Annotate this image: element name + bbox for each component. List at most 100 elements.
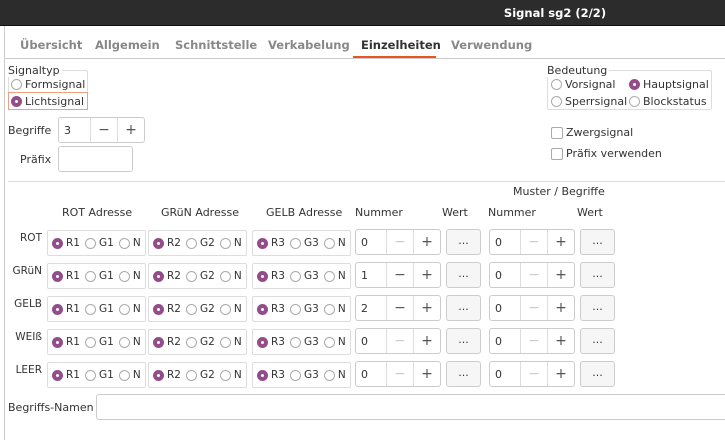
radio-gruen-option[interactable]: N [219, 336, 242, 348]
spin-value[interactable]: 0 [495, 302, 502, 315]
nummer2-spinbox[interactable]: 0 − + [489, 262, 575, 288]
minus-button[interactable]: − [386, 329, 413, 353]
plus-button[interactable]: + [547, 362, 574, 386]
radio-hauptsignal[interactable]: Hauptsignal [629, 78, 709, 91]
radio-gelb-option[interactable]: R3 [257, 270, 285, 282]
checkbox-praefix-verwenden[interactable]: Präfix verwenden [551, 147, 662, 160]
plus-button[interactable]: + [547, 263, 574, 287]
minus-button[interactable]: − [520, 329, 547, 353]
tab-schnittstelle[interactable]: Schnittstelle [175, 38, 258, 52]
nummer1-spinbox[interactable]: 0 − + [355, 361, 441, 387]
radio-gelb-option[interactable]: G3 [289, 336, 319, 348]
spin-value[interactable]: 3 [64, 124, 71, 137]
radio-gruen-option[interactable]: G2 [185, 237, 215, 249]
plus-button[interactable]: + [547, 329, 574, 353]
nummer2-spinbox[interactable]: 0 − + [489, 328, 575, 354]
radio-gelb-option[interactable]: R3 [257, 336, 285, 348]
nummer1-spinbox[interactable]: 2 − + [355, 295, 441, 321]
radio-rot-option[interactable]: R1 [52, 369, 80, 381]
radio-rot-option[interactable]: N [118, 303, 141, 315]
radio-rot-option[interactable]: G1 [84, 237, 114, 249]
plus-button[interactable]: + [413, 362, 440, 386]
minus-button[interactable]: − [386, 263, 413, 287]
radio-rot-option[interactable]: R1 [52, 303, 80, 315]
tab-uebersicht[interactable]: Übersicht [20, 38, 83, 52]
radio-rot-option[interactable]: N [118, 237, 141, 249]
radio-rot-option[interactable]: N [118, 336, 141, 348]
radio-gelb-option[interactable]: R3 [257, 369, 285, 381]
begriffs-namen-input[interactable] [96, 394, 725, 420]
spin-value[interactable]: 0 [361, 335, 368, 348]
wert-button[interactable]: ... [446, 328, 481, 354]
radio-rot-option[interactable]: N [118, 270, 141, 282]
plus-button[interactable]: + [547, 296, 574, 320]
minus-button[interactable]: − [520, 263, 547, 287]
wert-button[interactable]: ... [446, 262, 481, 288]
nummer2-spinbox[interactable]: 0 − + [489, 229, 575, 255]
tab-allgemein[interactable]: Allgemein [95, 38, 160, 52]
wert-button[interactable]: ... [580, 262, 615, 288]
nummer2-spinbox[interactable]: 0 − + [489, 295, 575, 321]
radio-gruen-option[interactable]: N [219, 369, 242, 381]
radio-gelb-option[interactable]: N [323, 336, 346, 348]
radio-gelb-option[interactable]: N [323, 369, 346, 381]
tab-einzelheiten[interactable]: Einzelheiten [361, 38, 441, 52]
radio-rot-option[interactable]: N [118, 369, 141, 381]
radio-lichtsignal[interactable]: Lichtsignal [11, 95, 84, 108]
radio-gelb-option[interactable]: R3 [257, 303, 285, 315]
spin-value[interactable]: 0 [495, 368, 502, 381]
nummer1-spinbox[interactable]: 1 − + [355, 262, 441, 288]
radio-rot-option[interactable]: G1 [84, 369, 114, 381]
radio-rot-option[interactable]: R1 [52, 237, 80, 249]
radio-gruen-option[interactable]: R2 [153, 237, 181, 249]
wert-button[interactable]: ... [446, 229, 481, 255]
minus-button[interactable]: − [386, 230, 413, 254]
radio-gruen-option[interactable]: G2 [185, 369, 215, 381]
minus-button[interactable]: − [386, 296, 413, 320]
spin-value[interactable]: 2 [361, 302, 368, 315]
radio-gruen-option[interactable]: R2 [153, 270, 181, 282]
radio-gruen-option[interactable]: N [219, 303, 242, 315]
nummer1-spinbox[interactable]: 0 − + [355, 328, 441, 354]
radio-gelb-option[interactable]: G3 [289, 303, 319, 315]
radio-gelb-option[interactable]: G3 [289, 369, 319, 381]
radio-gruen-option[interactable]: R2 [153, 336, 181, 348]
radio-vorsignal[interactable]: Vorsignal [551, 78, 615, 91]
spin-value[interactable]: 0 [361, 236, 368, 249]
radio-gruen-option[interactable]: R2 [153, 369, 181, 381]
radio-gelb-option[interactable]: G3 [289, 237, 319, 249]
radio-gelb-option[interactable]: R3 [257, 237, 285, 249]
begriffe-spinbox[interactable]: 3 − + [58, 117, 145, 143]
wert-button[interactable]: ... [446, 361, 481, 387]
spin-value[interactable]: 0 [361, 368, 368, 381]
spin-value[interactable]: 1 [361, 269, 368, 282]
radio-gruen-option[interactable]: N [219, 237, 242, 249]
radio-gruen-option[interactable]: G2 [185, 336, 215, 348]
spin-value[interactable]: 0 [495, 335, 502, 348]
spin-value[interactable]: 0 [495, 236, 502, 249]
plus-button[interactable]: + [547, 230, 574, 254]
plus-button[interactable]: + [413, 263, 440, 287]
radio-gruen-option[interactable]: G2 [185, 303, 215, 315]
radio-sperrsignal[interactable]: Sperrsignal [551, 95, 627, 108]
praefix-input[interactable] [58, 146, 133, 172]
radio-gelb-option[interactable]: G3 [289, 270, 319, 282]
plus-button[interactable]: + [413, 230, 440, 254]
spin-value[interactable]: 0 [495, 269, 502, 282]
plus-button[interactable]: + [117, 118, 144, 142]
radio-rot-option[interactable]: R1 [52, 336, 80, 348]
radio-gruen-option[interactable]: N [219, 270, 242, 282]
radio-rot-option[interactable]: R1 [52, 270, 80, 282]
radio-formsignal[interactable]: Formsignal [11, 78, 85, 91]
minus-button[interactable]: − [520, 296, 547, 320]
wert-button[interactable]: ... [580, 361, 615, 387]
minus-button[interactable]: − [520, 230, 547, 254]
plus-button[interactable]: + [413, 329, 440, 353]
minus-button[interactable]: − [90, 118, 117, 142]
nummer1-spinbox[interactable]: 0 − + [355, 229, 441, 255]
radio-gruen-option[interactable]: R2 [153, 303, 181, 315]
minus-button[interactable]: − [386, 362, 413, 386]
radio-gelb-option[interactable]: N [323, 237, 346, 249]
nummer2-spinbox[interactable]: 0 − + [489, 361, 575, 387]
tab-verkabelung[interactable]: Verkabelung [268, 38, 350, 52]
